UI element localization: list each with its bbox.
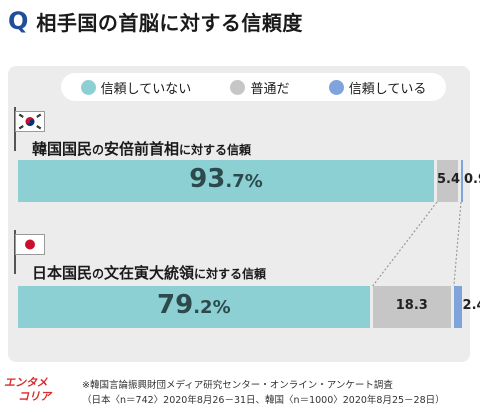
chart-title-text: 相手国の首脳に対する信頼度 [36,10,303,35]
bar-segment [453,286,462,328]
category-label-part: に対する信頼 [194,267,267,281]
bar-segment [372,286,451,328]
legend-label: 信頼している [348,81,427,97]
bar-segment [18,160,435,202]
data-label: 93.7% [189,164,263,194]
category-label-part: の [92,143,105,157]
bar-segment [461,160,463,202]
source-note-line: （日本〈n＝742〉2020年8月26－31日、韓国〈n＝1000〉2020年8… [82,395,445,406]
brand-logo: エンタメ コリア [4,376,74,410]
data-label-decimal: .2% [193,297,231,318]
chart-title: Q 相手国の首脳に対する信頼度 [8,6,303,36]
source-note: ※韓国言論振興財団メディア研究センター・オンライン・アンケート調査 （日本〈n＝… [82,378,445,408]
category-label-korea: 韓国国民の安倍前首相に対する信頼 [32,138,251,159]
bar-segment [18,286,370,328]
source-note-line: ※韓国言論振興財団メディア研究センター・オンライン・アンケート調査 [82,380,393,391]
legend-label: 普通だ [250,81,290,97]
question-mark-icon: Q [8,7,29,35]
logo-text: エンタメ [4,376,48,389]
category-label-japan: 日本国民の文在寅大統領に対する信頼 [32,262,266,283]
data-label-value: 93 [189,164,226,194]
category-label-part: 韓国国民 [32,140,93,158]
legend-item-neutral: 普通だ [230,78,289,97]
logo-text: コリア [18,390,51,403]
category-label-part: 日本国民 [32,264,93,282]
legend-item-trust: 信頼している [328,78,427,97]
legend-swatch [328,79,344,95]
category-label-part: に対する信頼 [179,143,252,157]
category-label-part: の [92,267,105,281]
data-label-decimal: .7% [225,171,263,192]
data-label: 18.3 [395,298,428,313]
category-label-part: 安倍前首相 [104,140,180,158]
data-label: 5.4 [436,172,460,187]
japan-flag-icon [15,234,45,255]
data-label: 79.2% [157,290,231,320]
legend-label: 信頼していない [100,81,192,97]
data-label-value: 79 [157,290,194,320]
legend-item-distrust: 信頼していない [80,78,192,97]
data-label: 0.9 [464,172,480,187]
legend: 信頼していない 普通だ 信頼している [61,73,446,101]
data-label: 2.4 [462,298,480,313]
bar-segment [437,160,458,202]
legend-swatch [80,79,96,95]
korea-flag-icon [15,111,45,132]
legend-swatch [230,79,246,95]
category-label-part: 文在寅大統領 [104,264,195,282]
